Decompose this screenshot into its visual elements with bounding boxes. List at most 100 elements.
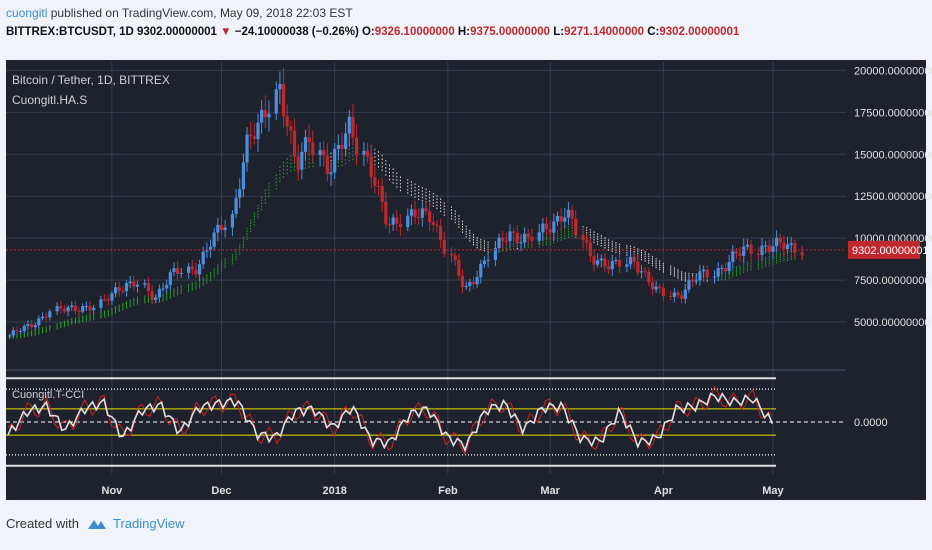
ha-dot — [381, 165, 383, 168]
candle-body — [124, 283, 129, 292]
ha-dot — [651, 258, 653, 260]
ha-dot — [290, 170, 292, 172]
time-tick-label: May — [762, 485, 784, 497]
candle-body — [165, 284, 169, 289]
ha-dot — [651, 260, 653, 262]
ha-dot — [180, 285, 182, 287]
ha-dot — [199, 285, 201, 287]
ha-dot — [659, 266, 661, 269]
ha-dot — [721, 278, 723, 281]
ha-dot — [122, 306, 124, 308]
ha-dot — [268, 182, 270, 185]
candle-body — [742, 246, 746, 256]
ha-dot — [564, 230, 566, 232]
ha-dot — [396, 186, 398, 188]
ha-dot — [432, 193, 434, 195]
candle-body — [712, 276, 717, 278]
ha-dot — [746, 263, 748, 266]
price-tick-label: 17500.00000000 — [854, 107, 932, 119]
ha-dot — [604, 244, 606, 247]
ha-dot — [217, 272, 219, 275]
ha-dot — [553, 241, 555, 244]
ha-dot — [615, 244, 617, 246]
close-label: C: — [647, 26, 660, 38]
tradingview-logo-icon — [87, 519, 106, 529]
ha-dot — [761, 260, 763, 262]
candle-body — [555, 215, 560, 222]
ha-dot — [89, 316, 91, 319]
ha-dot — [177, 292, 179, 294]
ha-dot — [750, 262, 752, 265]
ha-dot — [472, 243, 474, 246]
ha-dot — [465, 236, 467, 238]
ha-dot — [49, 326, 51, 328]
price-chart[interactable]: Bitcoin / Tether, 1D, BITTREX Cuongitl.H… — [0, 54, 932, 506]
candle-body — [362, 150, 366, 155]
ha-dot — [611, 250, 613, 252]
ha-dot — [630, 247, 632, 250]
candle-body — [596, 260, 600, 265]
candle-body — [157, 288, 161, 298]
ha-dot — [480, 248, 482, 251]
candle-body — [559, 215, 563, 222]
ha-dot — [107, 310, 109, 313]
tradingview-link[interactable]: TradingView — [112, 516, 185, 531]
ha-dot — [567, 225, 569, 228]
candle-body — [705, 269, 709, 278]
ha-dot — [703, 278, 705, 280]
ha-dot — [436, 198, 438, 200]
ha-dot — [418, 185, 420, 188]
ha-dot — [239, 250, 241, 253]
candle-body — [691, 280, 695, 282]
ha-dot — [783, 260, 785, 262]
ha-dot — [45, 327, 47, 330]
ha-dot — [67, 323, 69, 325]
candle-body — [387, 224, 392, 226]
time-axis[interactable]: Nov Dec 2018 Feb Mar Apr May — [102, 485, 785, 497]
ha-dot — [662, 271, 664, 273]
ha-dot — [63, 323, 65, 325]
ha-dot — [206, 282, 208, 284]
candle-body — [48, 311, 52, 318]
publish-text: published on TradingView.com, May 09, 20… — [50, 6, 353, 20]
ha-dot — [162, 298, 164, 300]
ha-dot — [93, 313, 95, 315]
ha-dot — [429, 193, 431, 196]
ha-dot — [451, 218, 453, 220]
ha-dot — [480, 241, 482, 243]
ha-dot — [144, 298, 146, 301]
candle-body — [607, 266, 611, 270]
ha-dot — [542, 242, 544, 244]
ha-dot — [432, 202, 434, 204]
candle-body — [610, 260, 614, 270]
candle-body — [486, 259, 490, 261]
ha-dot — [776, 257, 778, 260]
ha-dot — [662, 262, 664, 265]
ha-dot — [133, 301, 135, 303]
ha-dot — [279, 176, 281, 179]
candle-body — [574, 218, 578, 236]
ha-dot — [388, 164, 390, 167]
ha-dot — [615, 241, 617, 244]
ha-dot — [242, 244, 244, 246]
candle-body — [614, 259, 618, 261]
ha-dot — [644, 260, 646, 262]
ha-dot — [414, 193, 416, 195]
ha-dot — [454, 213, 456, 215]
author-link[interactable]: cuongitl — [6, 6, 48, 20]
ha-dot — [78, 321, 80, 324]
candle-body — [201, 251, 205, 265]
ha-dot — [651, 264, 653, 267]
ha-dot — [191, 282, 193, 284]
ha-dot — [217, 266, 219, 268]
ha-dot — [670, 273, 672, 275]
ha-dot — [436, 195, 438, 197]
ha-dot — [31, 331, 33, 333]
ha-dot — [264, 192, 266, 195]
ha-dot — [743, 267, 745, 269]
ha-dot — [169, 290, 171, 292]
ha-dot — [27, 334, 29, 336]
ha-dot — [787, 259, 789, 261]
candle-body — [468, 282, 472, 286]
ha-dot — [465, 225, 467, 228]
